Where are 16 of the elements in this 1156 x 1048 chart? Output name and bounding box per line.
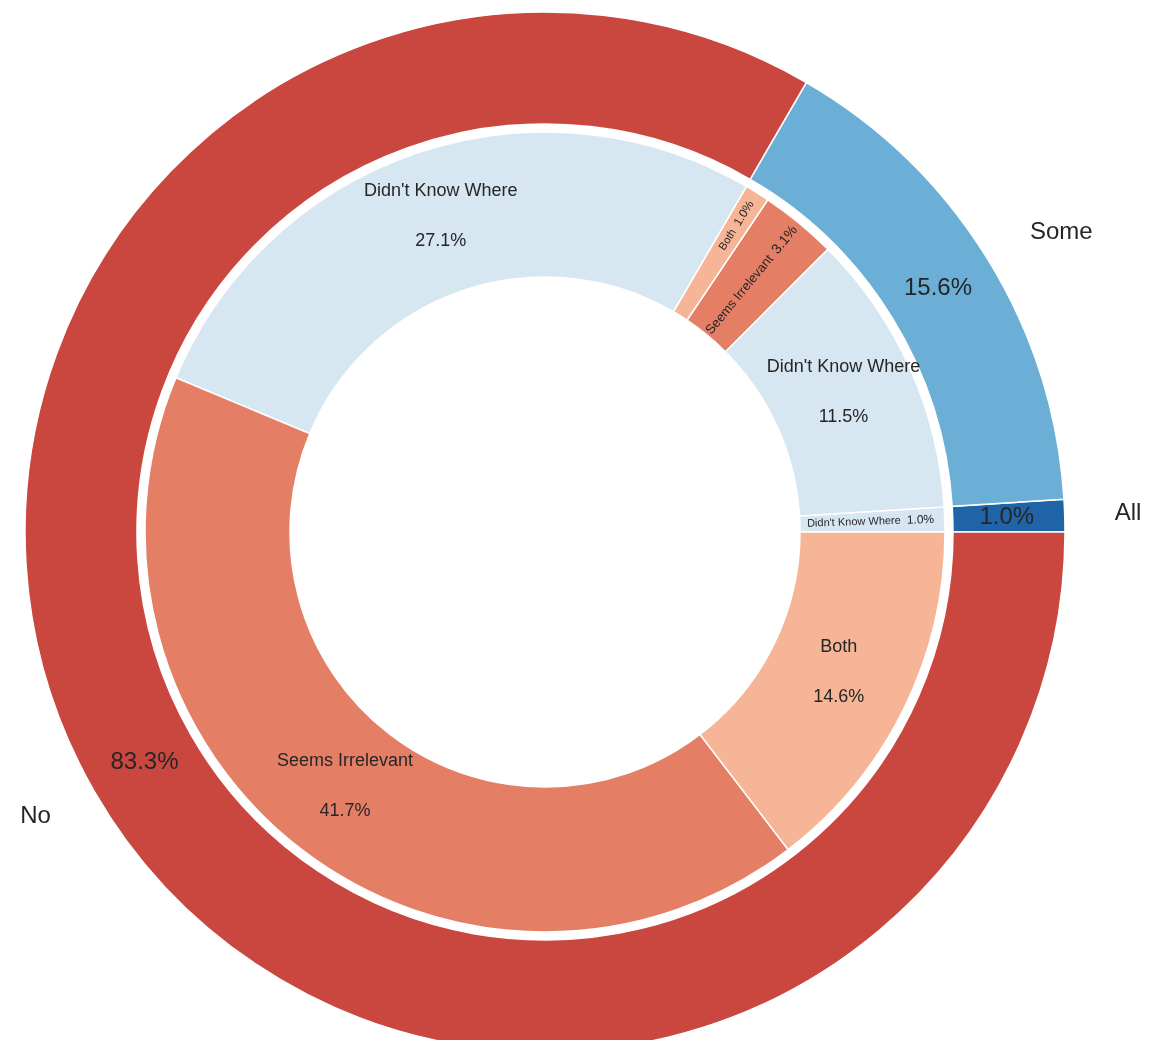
slice-label: All — [1114, 498, 1142, 526]
data-label: 27.1% — [415, 230, 467, 251]
data-label: 11.5% — [818, 405, 869, 426]
slice-label: Some — [1029, 216, 1093, 244]
data-label: 15.6% — [903, 273, 973, 301]
slice-label: Both — [820, 635, 858, 656]
data-label: 41.7% — [319, 800, 371, 821]
slice-label: Didn't Know Where — [806, 513, 901, 529]
data-label: 14.6% — [813, 685, 865, 706]
slice-label: Didn't Know Where — [364, 180, 518, 201]
data-label: 1.0% — [906, 511, 935, 527]
slice-label: Didn't Know Where — [766, 355, 921, 376]
slice-label: No — [20, 800, 51, 828]
data-label: 1.0% — [979, 501, 1035, 529]
data-label: 83.3% — [110, 746, 179, 774]
slice-label: Seems Irrelevant — [277, 750, 414, 771]
